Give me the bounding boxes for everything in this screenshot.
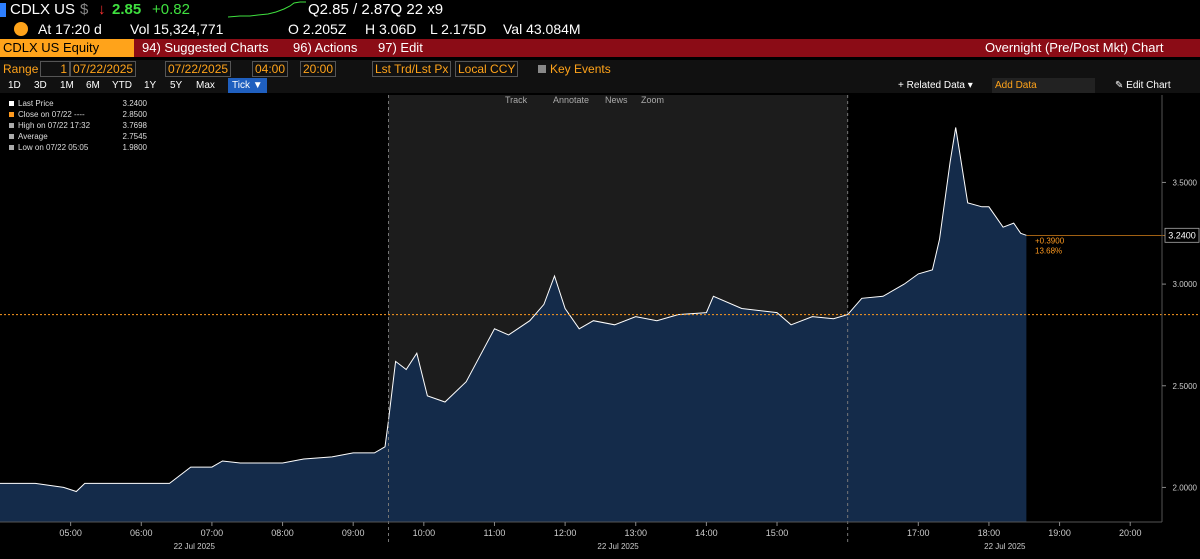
y-tick-label: 3.5000 [1173,178,1198,187]
start-date[interactable]: 07/22/2025 [70,61,137,77]
last-price-box [1164,227,1200,243]
controls-bar: Range 1 07/22/2025 07/22/2025 04:00 20:0… [0,60,1200,78]
legend-label: Low on 07/22 05:05 [18,143,89,152]
legend-value: 1.9800 [123,143,148,152]
currency: $ [80,1,89,18]
period-button[interactable]: Max [196,80,215,91]
price-area [0,127,1027,522]
checkbox[interactable] [538,65,546,73]
period-button[interactable]: 1Y [144,80,157,91]
end-date[interactable]: 07/22/2025 [165,61,232,77]
chart: Track Annotate News Zoom 3.2400 +0.390013.68%… [0,95,1200,551]
add-data[interactable]: Add Data [992,78,1095,93]
date-label: 22 Jul 2025 [984,542,1026,551]
stat: O 2.205Z [288,21,347,37]
y-tick-label: 2.5000 [1173,382,1198,391]
chart-title[interactable]: Overnight (Pre/Post Mkt) Chart [985,40,1164,55]
legend-label: High on 07/22 17:32 [18,121,91,130]
y-tick-label: 3.0000 [1173,280,1198,289]
date-label: 22 Jul 2025 [174,542,216,551]
chart-tool[interactable]: Annotate [553,95,589,105]
from-time[interactable]: 04:00 [252,61,289,77]
legend-value: 3.2400 [123,99,148,108]
legend-value: 2.8500 [123,110,148,119]
price-field[interactable]: Lst Trd/Lst Px [372,61,452,77]
quote-bar: CDLX US $ ↓ 2.85 +0.82 Q2.85 / 2.87Q 22 … [0,0,1200,20]
security-field[interactable]: CDLX US Equity [0,39,134,57]
legend-label: Last Price [18,99,54,108]
legend-swatch [9,123,14,128]
y-tick-label: 2.0000 [1173,483,1198,492]
range-field[interactable]: 1 [40,61,70,77]
range-label: Range [3,62,39,76]
events-toggle[interactable]: Key Events [550,62,611,76]
last-price: 2.85 [112,1,142,18]
last-price-label: 3.2400 [1168,230,1196,240]
to-time[interactable]: 20:00 [300,61,337,77]
x-tick-label: 19:00 [1048,528,1071,538]
period-button[interactable]: 3D [34,80,47,91]
x-tick-label: 11:00 [484,528,506,538]
legend-label: Average [18,132,48,141]
ccy-field[interactable]: Local CCY [455,61,519,77]
stat: At 17:20 d [38,21,102,37]
arrow: ↓ [98,1,106,18]
related-data[interactable]: + Related Data ▾ [898,80,973,91]
stat: H 3.06D [365,21,417,37]
menu-item[interactable]: 94) Suggested Charts [142,40,269,55]
period-button[interactable]: YTD [112,80,132,91]
legend-box [4,97,150,155]
x-tick-label: 15:00 [766,528,789,538]
legend-value: 2.7545 [123,132,148,141]
x-tick-label: 17:00 [907,528,930,538]
bid-ask: Q2.85 / 2.87Q 22 x9 [308,1,444,18]
x-tick-label: 13:00 [624,528,647,538]
period-bar: + Related Data ▾ Add Data ✎ Edit Chart 1… [0,78,1200,93]
x-tick-label: 10:00 [413,528,436,538]
period-button[interactable]: 1M [60,80,74,91]
pct-label: 13.68% [1035,246,1062,255]
stat: Vol 15,324,771 [130,21,224,37]
period-button[interactable]: 1D [8,80,21,91]
edit-chart[interactable]: ✎ Edit Chart [1115,80,1171,91]
price-line [0,127,1027,493]
date-label: 22 Jul 2025 [597,542,639,551]
legend-swatch [9,134,14,139]
legend-swatch [9,101,14,106]
stats-bar: At 17:20 d Vol 15,324,771 O 2.205Z H 3.0… [0,20,1200,39]
legend-value: 3.7698 [123,121,148,130]
legend-swatch [9,112,14,117]
menu-item[interactable]: 96) Actions [293,40,358,55]
menu-item[interactable]: 97) Edit [378,40,423,55]
chart-tool[interactable]: Track [505,95,528,105]
stat: Val 43.084M [503,21,581,37]
change-label: +0.3900 [1035,236,1065,245]
chart-tool[interactable]: Zoom [641,95,664,105]
x-tick-label: 07:00 [201,528,224,538]
period-button[interactable]: 5Y [170,80,183,91]
legend-label: Close on 07/22 ---- [18,110,85,119]
period-button[interactable]: Tick ▼ [228,78,267,93]
period-button[interactable]: 6M [86,80,100,91]
x-tick-label: 06:00 [130,528,153,538]
x-tick-label: 18:00 [978,528,1001,538]
change: +0.82 [152,1,190,18]
x-tick-label: 20:00 [1119,528,1142,538]
x-tick-label: 05:00 [59,528,82,538]
legend: Last Price 3.2400 Close on 07/22 ---- 2.850… [4,97,150,155]
icon [14,22,28,36]
legend-swatch [9,145,14,150]
menu-bar: CDLX US Equity 94) Suggested Charts 96) … [0,39,1200,57]
x-tick-label: 12:00 [554,528,577,538]
chart-tool[interactable]: News [605,95,628,105]
x-tick-label: 09:00 [342,528,365,538]
x-tick-label: 14:00 [695,528,718,538]
marker [0,3,6,17]
ticker[interactable]: CDLX US [10,1,76,18]
stat: L 2.175D [430,21,487,37]
sparkline [228,1,306,18]
x-tick-label: 08:00 [271,528,294,538]
